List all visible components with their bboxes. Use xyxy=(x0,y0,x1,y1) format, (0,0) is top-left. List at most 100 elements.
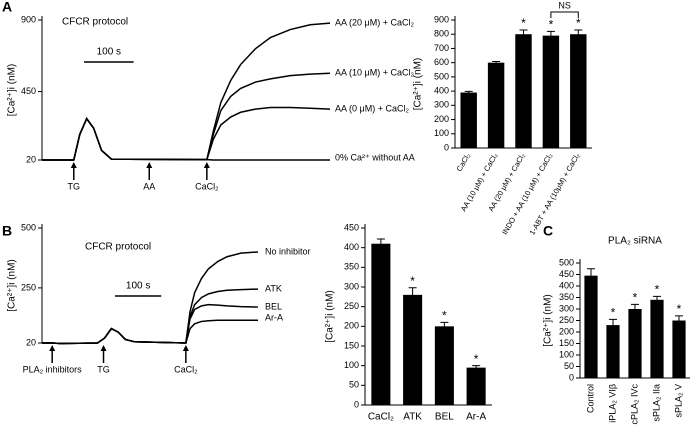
chart-title: PLA₂ siRNA xyxy=(608,236,662,247)
significance: * xyxy=(474,352,479,366)
significance: * xyxy=(410,274,415,288)
x-tick-label: 1-ABT + AA (10μM) + CaCl₂ xyxy=(527,151,581,236)
y-tick-label: 500 xyxy=(559,257,574,267)
series-label: ATK xyxy=(265,283,282,293)
y-tick-label: 20 xyxy=(26,154,36,164)
bar xyxy=(570,34,587,148)
error-bar xyxy=(587,268,595,283)
error-bar xyxy=(464,90,473,94)
bar xyxy=(584,275,598,378)
y-tick-label: 350 xyxy=(559,292,574,302)
y-tick-label: 450 xyxy=(559,269,574,279)
y-tick-label: 100 xyxy=(434,128,449,138)
y-tick-label: 20 xyxy=(26,337,36,347)
y-tick-label: 300 xyxy=(559,303,574,313)
error-bar xyxy=(492,61,501,64)
y-tick-label: 0 xyxy=(444,142,449,152)
significance: * xyxy=(576,16,581,30)
bracket xyxy=(550,11,579,18)
error-bar xyxy=(472,365,481,370)
significance: * xyxy=(442,309,447,323)
event-label: TG xyxy=(68,181,81,191)
annotation: CFCR protocol xyxy=(85,242,151,253)
bracket-label: NS xyxy=(558,0,571,10)
y-tick-label: 450 xyxy=(21,86,36,96)
scale-bar-label: 100 s xyxy=(97,47,121,58)
x-tick-label: BEL xyxy=(435,412,454,423)
error-bar xyxy=(440,321,449,331)
trace xyxy=(42,319,258,345)
y-tick-label: 100 xyxy=(344,360,359,370)
x-tick-label: sPLA₂ V xyxy=(673,384,683,418)
panel-letter: A xyxy=(2,0,12,15)
significance: * xyxy=(549,18,554,32)
bar xyxy=(542,35,560,149)
y-tick-label: 0 xyxy=(354,399,359,409)
y-axis-label: [Ca²⁺]i (nM) xyxy=(543,294,554,347)
error-bar xyxy=(631,303,639,314)
bar xyxy=(371,243,391,405)
series-label: AA (20 μM) + CaCl₂ xyxy=(335,18,414,28)
bar xyxy=(434,326,454,405)
y-tick-label: 300 xyxy=(344,281,359,291)
trace xyxy=(42,117,330,161)
y-tick-label: 900 xyxy=(21,14,36,24)
series-label: AA (0 μM) + CaCl₂ xyxy=(335,103,409,113)
y-axis-label: [Ca²⁺]i (nM) xyxy=(325,290,336,343)
event-arrowhead xyxy=(70,162,77,168)
series-label: Ar-A xyxy=(265,313,283,323)
y-tick-label: 400 xyxy=(434,85,449,95)
y-axis-label: [Ca²⁺]i (nM) xyxy=(413,58,424,111)
error-bar xyxy=(675,315,683,326)
event-label: CaCl₂ xyxy=(174,364,198,374)
y-tick-label: 150 xyxy=(559,338,574,348)
error-bar xyxy=(519,29,528,39)
y-tick-label: 350 xyxy=(344,262,359,272)
x-tick-label: CaCl₂ xyxy=(368,412,394,423)
annotation: CFCR protocol xyxy=(62,17,128,28)
y-tick-label: 600 xyxy=(434,57,449,67)
event-arrowhead xyxy=(203,162,210,168)
trace xyxy=(42,251,259,345)
event-arrowhead xyxy=(100,345,107,351)
trace xyxy=(42,22,331,161)
bar xyxy=(460,92,477,148)
x-tick-label: iPLA₂ VIβ xyxy=(607,384,617,423)
y-tick-label: 100 xyxy=(559,349,574,359)
y-axis-label: [Ca²⁺]i (nM) xyxy=(7,64,18,117)
bar xyxy=(606,325,620,378)
x-tick-label: Control xyxy=(585,384,595,413)
y-tick-label: 200 xyxy=(434,114,449,124)
error-bar xyxy=(574,29,583,39)
significance: * xyxy=(655,283,660,297)
y-tick-label: 150 xyxy=(344,340,359,350)
trace xyxy=(42,288,259,345)
trace xyxy=(42,72,331,161)
event-label: PLA₂ inhibitors xyxy=(23,364,83,374)
x-tick-label: cPLA₂ IVc xyxy=(629,384,639,425)
event-arrowhead xyxy=(49,345,56,351)
bar xyxy=(628,309,642,378)
y-tick-label: 300 xyxy=(434,100,449,110)
error-bar xyxy=(609,318,617,331)
y-tick-label: 900 xyxy=(434,14,449,24)
y-tick-label: 450 xyxy=(344,222,359,232)
y-tick-label: 50 xyxy=(564,361,574,371)
x-tick-label: ATK xyxy=(403,412,422,423)
y-tick-label: 400 xyxy=(559,280,574,290)
trace xyxy=(42,106,331,161)
error-bar xyxy=(408,287,417,302)
error-bar xyxy=(376,238,385,249)
y-tick-label: 400 xyxy=(344,242,359,252)
bar xyxy=(466,367,486,405)
event-label: TG xyxy=(97,364,110,374)
y-tick-label: 250 xyxy=(559,315,574,325)
y-tick-label: 200 xyxy=(559,326,574,336)
bar xyxy=(672,320,686,378)
y-tick-label: 700 xyxy=(434,43,449,53)
x-tick-label: Ar-A xyxy=(466,412,486,423)
series-label: No inhibitor xyxy=(265,246,311,256)
series-label: 0% Ca²⁺ without AA xyxy=(335,152,415,162)
y-tick-label: 250 xyxy=(21,282,36,292)
